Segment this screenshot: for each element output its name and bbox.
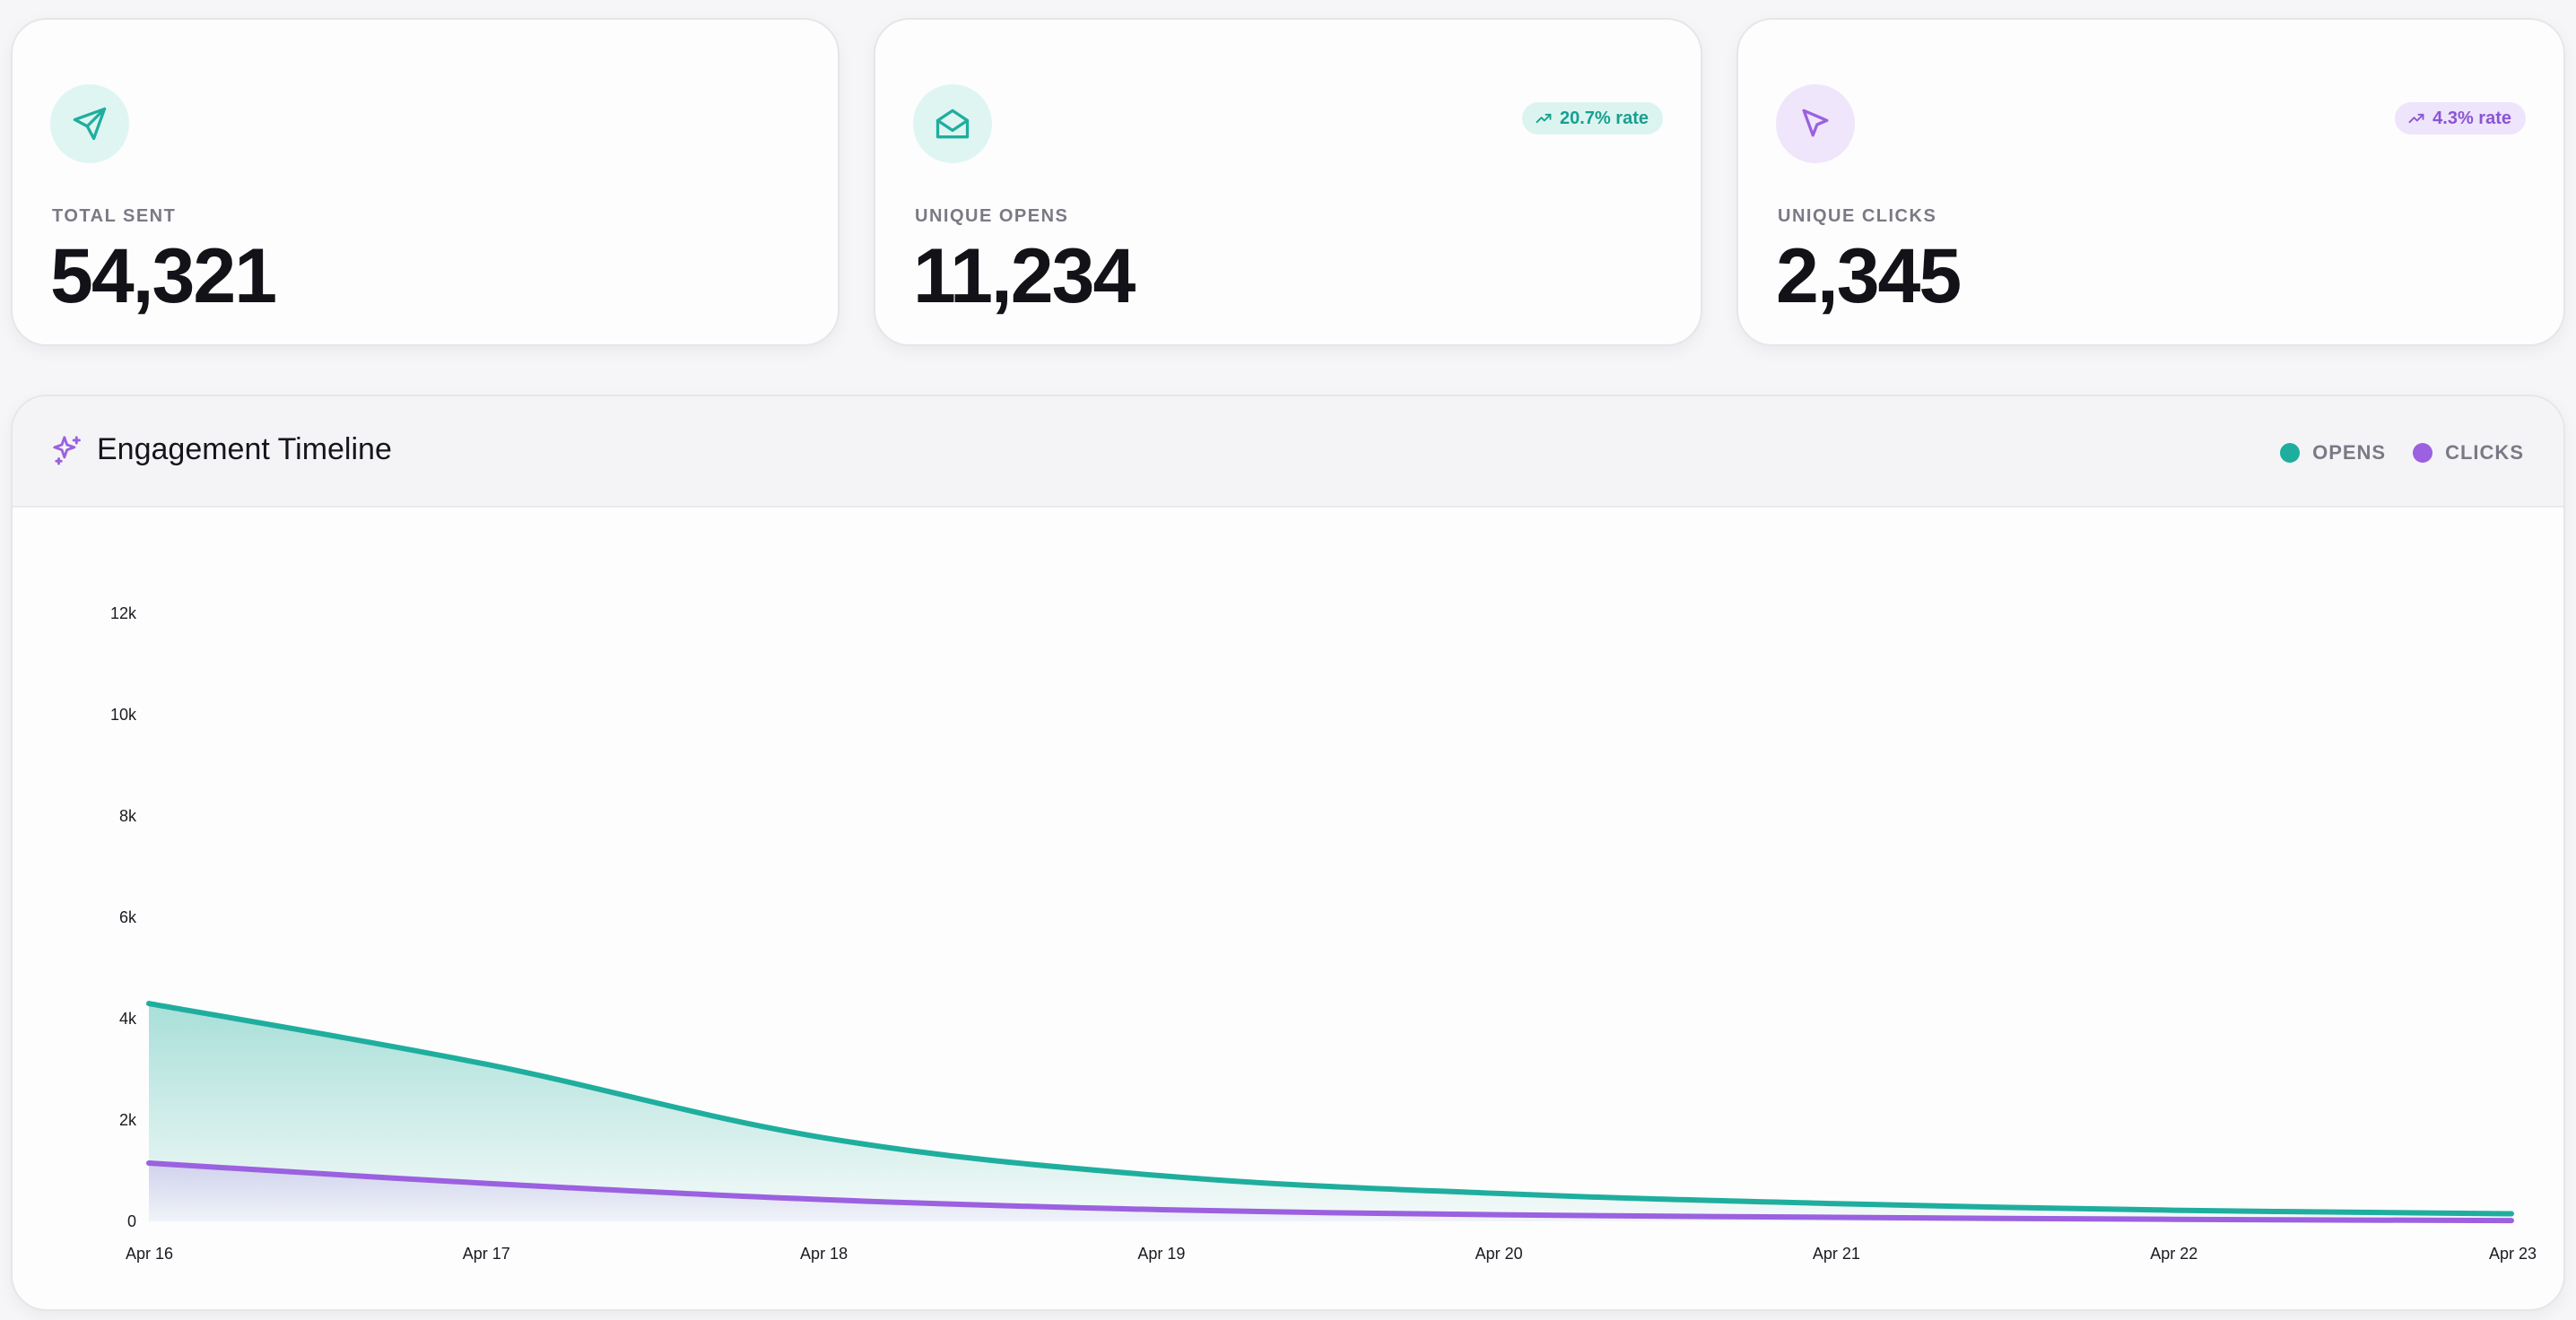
x-tick-label: Apr 20 bbox=[1475, 1245, 1523, 1263]
chart-header: Engagement Timeline OPENS CLICKS bbox=[13, 396, 2563, 508]
x-tick-label: Apr 16 bbox=[126, 1245, 173, 1263]
series-line-opens bbox=[146, 1001, 2514, 1217]
y-tick-label: 0 bbox=[127, 1212, 136, 1230]
x-tick-label: Apr 17 bbox=[463, 1245, 510, 1263]
y-tick-label: 6k bbox=[119, 908, 137, 926]
trending-up-icon bbox=[2408, 113, 2424, 124]
y-tick-label: 2k bbox=[119, 1111, 137, 1129]
series-area-clicks bbox=[149, 1163, 2511, 1221]
x-tick-label: Apr 18 bbox=[800, 1245, 848, 1263]
mail-open-icon bbox=[913, 84, 992, 163]
trending-up-icon bbox=[1536, 113, 1552, 124]
unique-opens-label: UNIQUE OPENS bbox=[915, 206, 1069, 226]
legend-dot-opens bbox=[2280, 443, 2301, 463]
chart-title-group: Engagement Timeline bbox=[50, 432, 392, 467]
sparkles-icon bbox=[53, 435, 81, 465]
chart-title: Engagement Timeline bbox=[97, 432, 392, 466]
engagement-timeline-card: Engagement Timeline OPENS CLICKS 0 2k 4k 6k… bbox=[11, 395, 2565, 1311]
y-tick-label: 4k bbox=[119, 1010, 137, 1028]
cursor-icon bbox=[1776, 84, 1855, 163]
legend-dot-clicks bbox=[2413, 443, 2433, 463]
x-tick-label: Apr 22 bbox=[2150, 1245, 2197, 1263]
x-tick-label: Apr 19 bbox=[1137, 1245, 1185, 1263]
send-icon bbox=[50, 84, 129, 163]
y-tick-label: 8k bbox=[119, 807, 137, 825]
opens-rate-badge: 20.7% rate bbox=[1522, 102, 1663, 135]
unique-opens-value: 11,234 bbox=[913, 233, 1136, 319]
total-sent-label: TOTAL SENT bbox=[52, 206, 177, 226]
y-tick-label: 12k bbox=[110, 604, 137, 622]
total-sent-card: TOTAL SENT 54,321 bbox=[11, 18, 840, 346]
legend-item-clicks[interactable]: CLICKS bbox=[2413, 441, 2524, 465]
total-sent-value: 54,321 bbox=[50, 233, 277, 319]
unique-opens-card: 20.7% rate UNIQUE OPENS 11,234 bbox=[874, 18, 1702, 346]
legend-item-opens[interactable]: OPENS bbox=[2280, 441, 2386, 465]
series-area-opens bbox=[149, 1003, 2511, 1221]
engagement-chart: 0 2k 4k 6k 8k 10k 12k Apr 16 Apr 17 Apr 18 Apr 19 A… bbox=[110, 604, 2537, 1263]
clicks-rate-badge: 4.3% rate bbox=[2395, 102, 2526, 135]
unique-clicks-card: 4.3% rate UNIQUE CLICKS 2,345 bbox=[1736, 18, 2565, 346]
series-line-clicks bbox=[146, 1160, 2514, 1224]
legend-label-clicks: CLICKS bbox=[2445, 441, 2524, 464]
x-tick-label: Apr 21 bbox=[1813, 1245, 1860, 1263]
chart-legend: OPENS CLICKS bbox=[2280, 441, 2524, 465]
opens-rate-text: 20.7% rate bbox=[1560, 108, 1649, 128]
x-tick-label: Apr 23 bbox=[2489, 1245, 2537, 1263]
unique-clicks-value: 2,345 bbox=[1776, 233, 1962, 319]
legend-label-opens: OPENS bbox=[2312, 441, 2387, 464]
clicks-rate-text: 4.3% rate bbox=[2432, 108, 2511, 128]
unique-clicks-label: UNIQUE CLICKS bbox=[1778, 206, 1937, 226]
y-tick-label: 10k bbox=[110, 706, 137, 724]
